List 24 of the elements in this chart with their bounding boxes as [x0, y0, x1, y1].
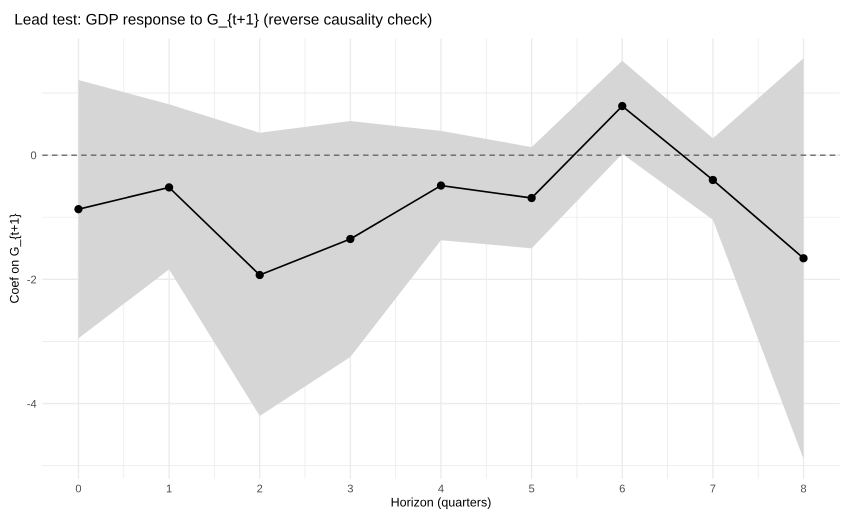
x-tick-label: 5 — [528, 484, 534, 492]
point — [436, 181, 446, 190]
point — [708, 176, 718, 184]
x-tick-label: 2 — [257, 484, 262, 492]
x-tick-label: 1 — [166, 484, 172, 492]
chart-title: Lead test: GDP response to G_{t+1} (reverse causality check) — [16, 13, 432, 28]
x-tick-label: 7 — [710, 484, 716, 492]
point — [618, 102, 626, 110]
point — [799, 254, 808, 262]
x-axis-title: Horizon (quarters) — [392, 497, 491, 510]
point — [256, 270, 264, 280]
x-tick-label: 8 — [800, 484, 806, 492]
x-tick-label: 6 — [620, 484, 625, 492]
y-tick-label: -2 — [27, 276, 36, 284]
point — [74, 205, 83, 214]
point — [346, 234, 355, 244]
y-tick-label: 0 — [30, 151, 36, 160]
point — [527, 194, 536, 202]
point — [164, 183, 174, 192]
y-tick-label: -4 — [27, 400, 36, 408]
x-tick-label: 4 — [438, 484, 444, 492]
x-tick-label: 0 — [76, 484, 82, 492]
y-axis-title: Coef on G_{t+1} — [10, 214, 22, 303]
x-tick-label: 3 — [348, 484, 353, 492]
